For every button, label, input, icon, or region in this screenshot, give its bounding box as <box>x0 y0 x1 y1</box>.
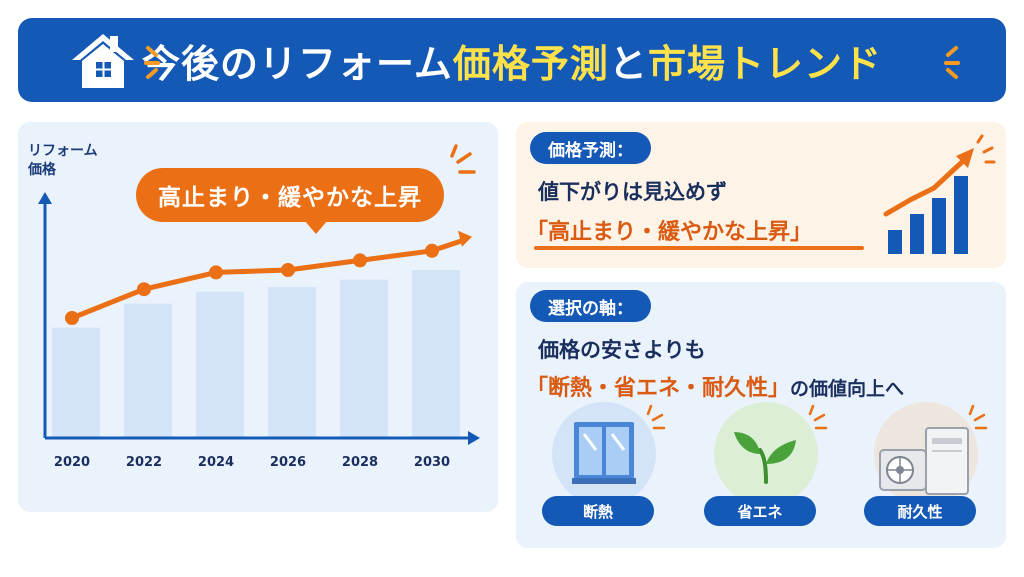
data-point <box>281 263 295 277</box>
forecast-card: 価格予測： 値下がりは見込めず 「高止まり・緩やかな上昇」 <box>516 122 1006 268</box>
data-point <box>65 311 79 325</box>
series-arrow-head <box>458 230 472 247</box>
x-axis-arrow <box>468 431 480 445</box>
window-icon <box>572 422 636 484</box>
feature-energy-saving-circle <box>714 402 818 506</box>
selection-axis-pill: 選択の軸： <box>530 290 651 322</box>
selection-axis-card: 選択の軸： 価格の安さよりも 「断熱・省エネ・耐久性」の価値向上へ 断熱 <box>516 282 1006 548</box>
data-point <box>353 253 367 268</box>
feature-insulation-label: 断熱 <box>542 496 654 526</box>
price-trend-chart: 2020 2022 2024 2026 2028 2030 <box>38 192 480 470</box>
sparkle-left-icon <box>144 46 160 79</box>
sparkle-right-icon <box>944 46 960 79</box>
x-tick-label: 2026 <box>270 455 306 470</box>
trend-callout: 高止まり・緩やかな上昇 <box>136 168 444 222</box>
insulation-sparkle-icon <box>646 404 666 430</box>
y-axis-arrow <box>38 192 52 204</box>
forecast-underline <box>534 246 864 250</box>
selection-axis-tail: の価値向上へ <box>790 378 905 400</box>
title-highlight-2: 市場トレンド <box>647 41 882 86</box>
chart-bar <box>340 279 388 438</box>
feature-energy-saving-label: 省エネ <box>704 496 816 526</box>
title-text-1: 今後のリフォーム <box>142 41 453 86</box>
selection-axis-line1: 価格の安さよりも <box>538 338 706 362</box>
data-point <box>209 265 223 280</box>
chart-bar <box>412 270 460 438</box>
series-line <box>69 248 435 321</box>
chart-bar <box>196 291 244 438</box>
feature-energy-saving: 省エネ <box>704 402 830 528</box>
x-tick-label: 2024 <box>198 455 234 470</box>
selection-axis-line2: 「断熱・省エネ・耐久性」の価値向上へ <box>526 370 904 402</box>
house-icon <box>72 34 134 88</box>
feature-durability: 耐久性 <box>864 402 990 528</box>
chart-bar <box>268 286 316 438</box>
callout-sparkle-icon <box>450 144 476 174</box>
chart-panel: 2020 2022 2024 2026 2028 2030 リフォーム 価格 高止まり・緩… <box>18 122 498 512</box>
x-tick-label: 2020 <box>54 455 90 470</box>
air-conditioner-unit-icon <box>879 427 969 495</box>
y-axis-label-line1: リフォーム <box>28 143 98 159</box>
y-axis-label-line2: 価格 <box>28 162 56 178</box>
feature-insulation: 断熱 <box>542 402 668 528</box>
title-highlight-1: 価格予測 <box>452 41 609 86</box>
title-text-2: と <box>608 41 648 86</box>
x-tick-label: 2030 <box>414 455 450 470</box>
callout-tail <box>304 220 328 234</box>
leaf-icon <box>734 432 796 484</box>
data-point <box>137 282 151 297</box>
x-tick-label: 2022 <box>126 455 162 470</box>
rising-bars-icon <box>883 134 996 254</box>
forecast-line1: 値下がりは見込めず <box>538 180 727 204</box>
page-title: 今後のリフォーム価格予測と市場トレンド <box>142 33 882 88</box>
header-banner: 今後のリフォーム価格予測と市場トレンド <box>18 18 1006 102</box>
data-point <box>425 243 439 258</box>
durability-sparkle-icon <box>968 404 988 430</box>
chart-bar <box>52 327 100 438</box>
x-tick-label: 2028 <box>342 455 378 470</box>
y-axis-label: リフォーム 価格 <box>28 142 98 180</box>
forecast-line2: 「高止まり・緩やかな上昇」 <box>526 220 813 245</box>
forecast-pill: 価格予測： <box>530 132 651 164</box>
chart-bar <box>124 303 172 438</box>
selection-axis-highlight: 「断熱・省エネ・耐久性」 <box>526 376 791 401</box>
energy-sparkle-icon <box>808 404 828 430</box>
feature-durability-label: 耐久性 <box>864 496 976 526</box>
